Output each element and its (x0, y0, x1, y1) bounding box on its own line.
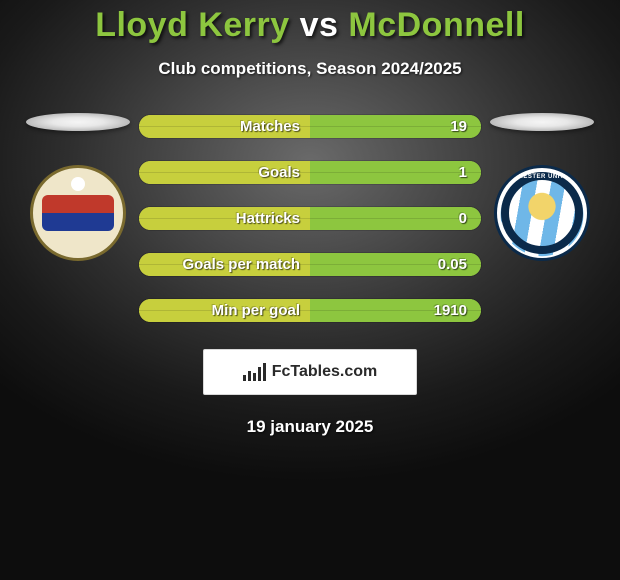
content-root: Lloyd Kerry vs McDonnell Club competitio… (0, 0, 620, 437)
date-line: 19 january 2025 (0, 417, 620, 437)
stat-right-half: 19 (310, 115, 481, 138)
vs-text: vs (300, 6, 339, 44)
stat-left-half: Matches (139, 115, 310, 138)
stat-right-half: 1910 (310, 299, 481, 322)
round-crest-icon: COLCHESTER UNITED FC (494, 165, 590, 261)
stat-value: 19 (450, 118, 467, 135)
stat-label: Min per goal (212, 302, 300, 319)
stat-left-half: Goals (139, 161, 310, 184)
stats-column: Matches 19 Goals 1 Hattricks 0 Goals per match… (138, 113, 482, 323)
left-club-crest (30, 165, 126, 261)
stat-right-half: 0.05 (310, 253, 481, 276)
stat-label: Goals (258, 164, 300, 181)
stat-left-half: Hattricks (139, 207, 310, 230)
stat-left-half: Min per goal (139, 299, 310, 322)
stat-row: Goals per match 0.05 (138, 252, 482, 277)
page-title: Lloyd Kerry vs McDonnell (0, 6, 620, 45)
stat-row: Hattricks 0 (138, 206, 482, 231)
right-side-column: COLCHESTER UNITED FC (482, 113, 602, 261)
stat-left-half: Goals per match (139, 253, 310, 276)
brand-box: FcTables.com (203, 349, 417, 395)
stat-value: 1 (459, 164, 467, 181)
stat-right-half: 1 (310, 161, 481, 184)
brand-text: FcTables.com (272, 363, 378, 381)
left-ellipse-shadow (26, 113, 130, 131)
subtitle: Club competitions, Season 2024/2025 (0, 59, 620, 79)
stat-label: Matches (240, 118, 300, 135)
stat-row: Goals 1 (138, 160, 482, 185)
right-ellipse-shadow (490, 113, 594, 131)
main-row: Matches 19 Goals 1 Hattricks 0 Goals per match… (0, 113, 620, 323)
player2-name: McDonnell (348, 6, 524, 44)
crest-ring-text: COLCHESTER UNITED FC (497, 174, 587, 180)
stat-row: Matches 19 (138, 114, 482, 139)
stat-label: Goals per match (182, 256, 300, 273)
shield-crest-icon (30, 165, 126, 261)
stat-row: Min per goal 1910 (138, 298, 482, 323)
bar-chart-icon (243, 363, 266, 381)
stat-value: 0.05 (438, 256, 467, 273)
right-club-crest: COLCHESTER UNITED FC (494, 165, 590, 261)
player1-name: Lloyd Kerry (95, 6, 289, 44)
stat-value: 1910 (434, 302, 467, 319)
stat-value: 0 (459, 210, 467, 227)
stat-right-half: 0 (310, 207, 481, 230)
stat-label: Hattricks (236, 210, 300, 227)
left-side-column (18, 113, 138, 261)
